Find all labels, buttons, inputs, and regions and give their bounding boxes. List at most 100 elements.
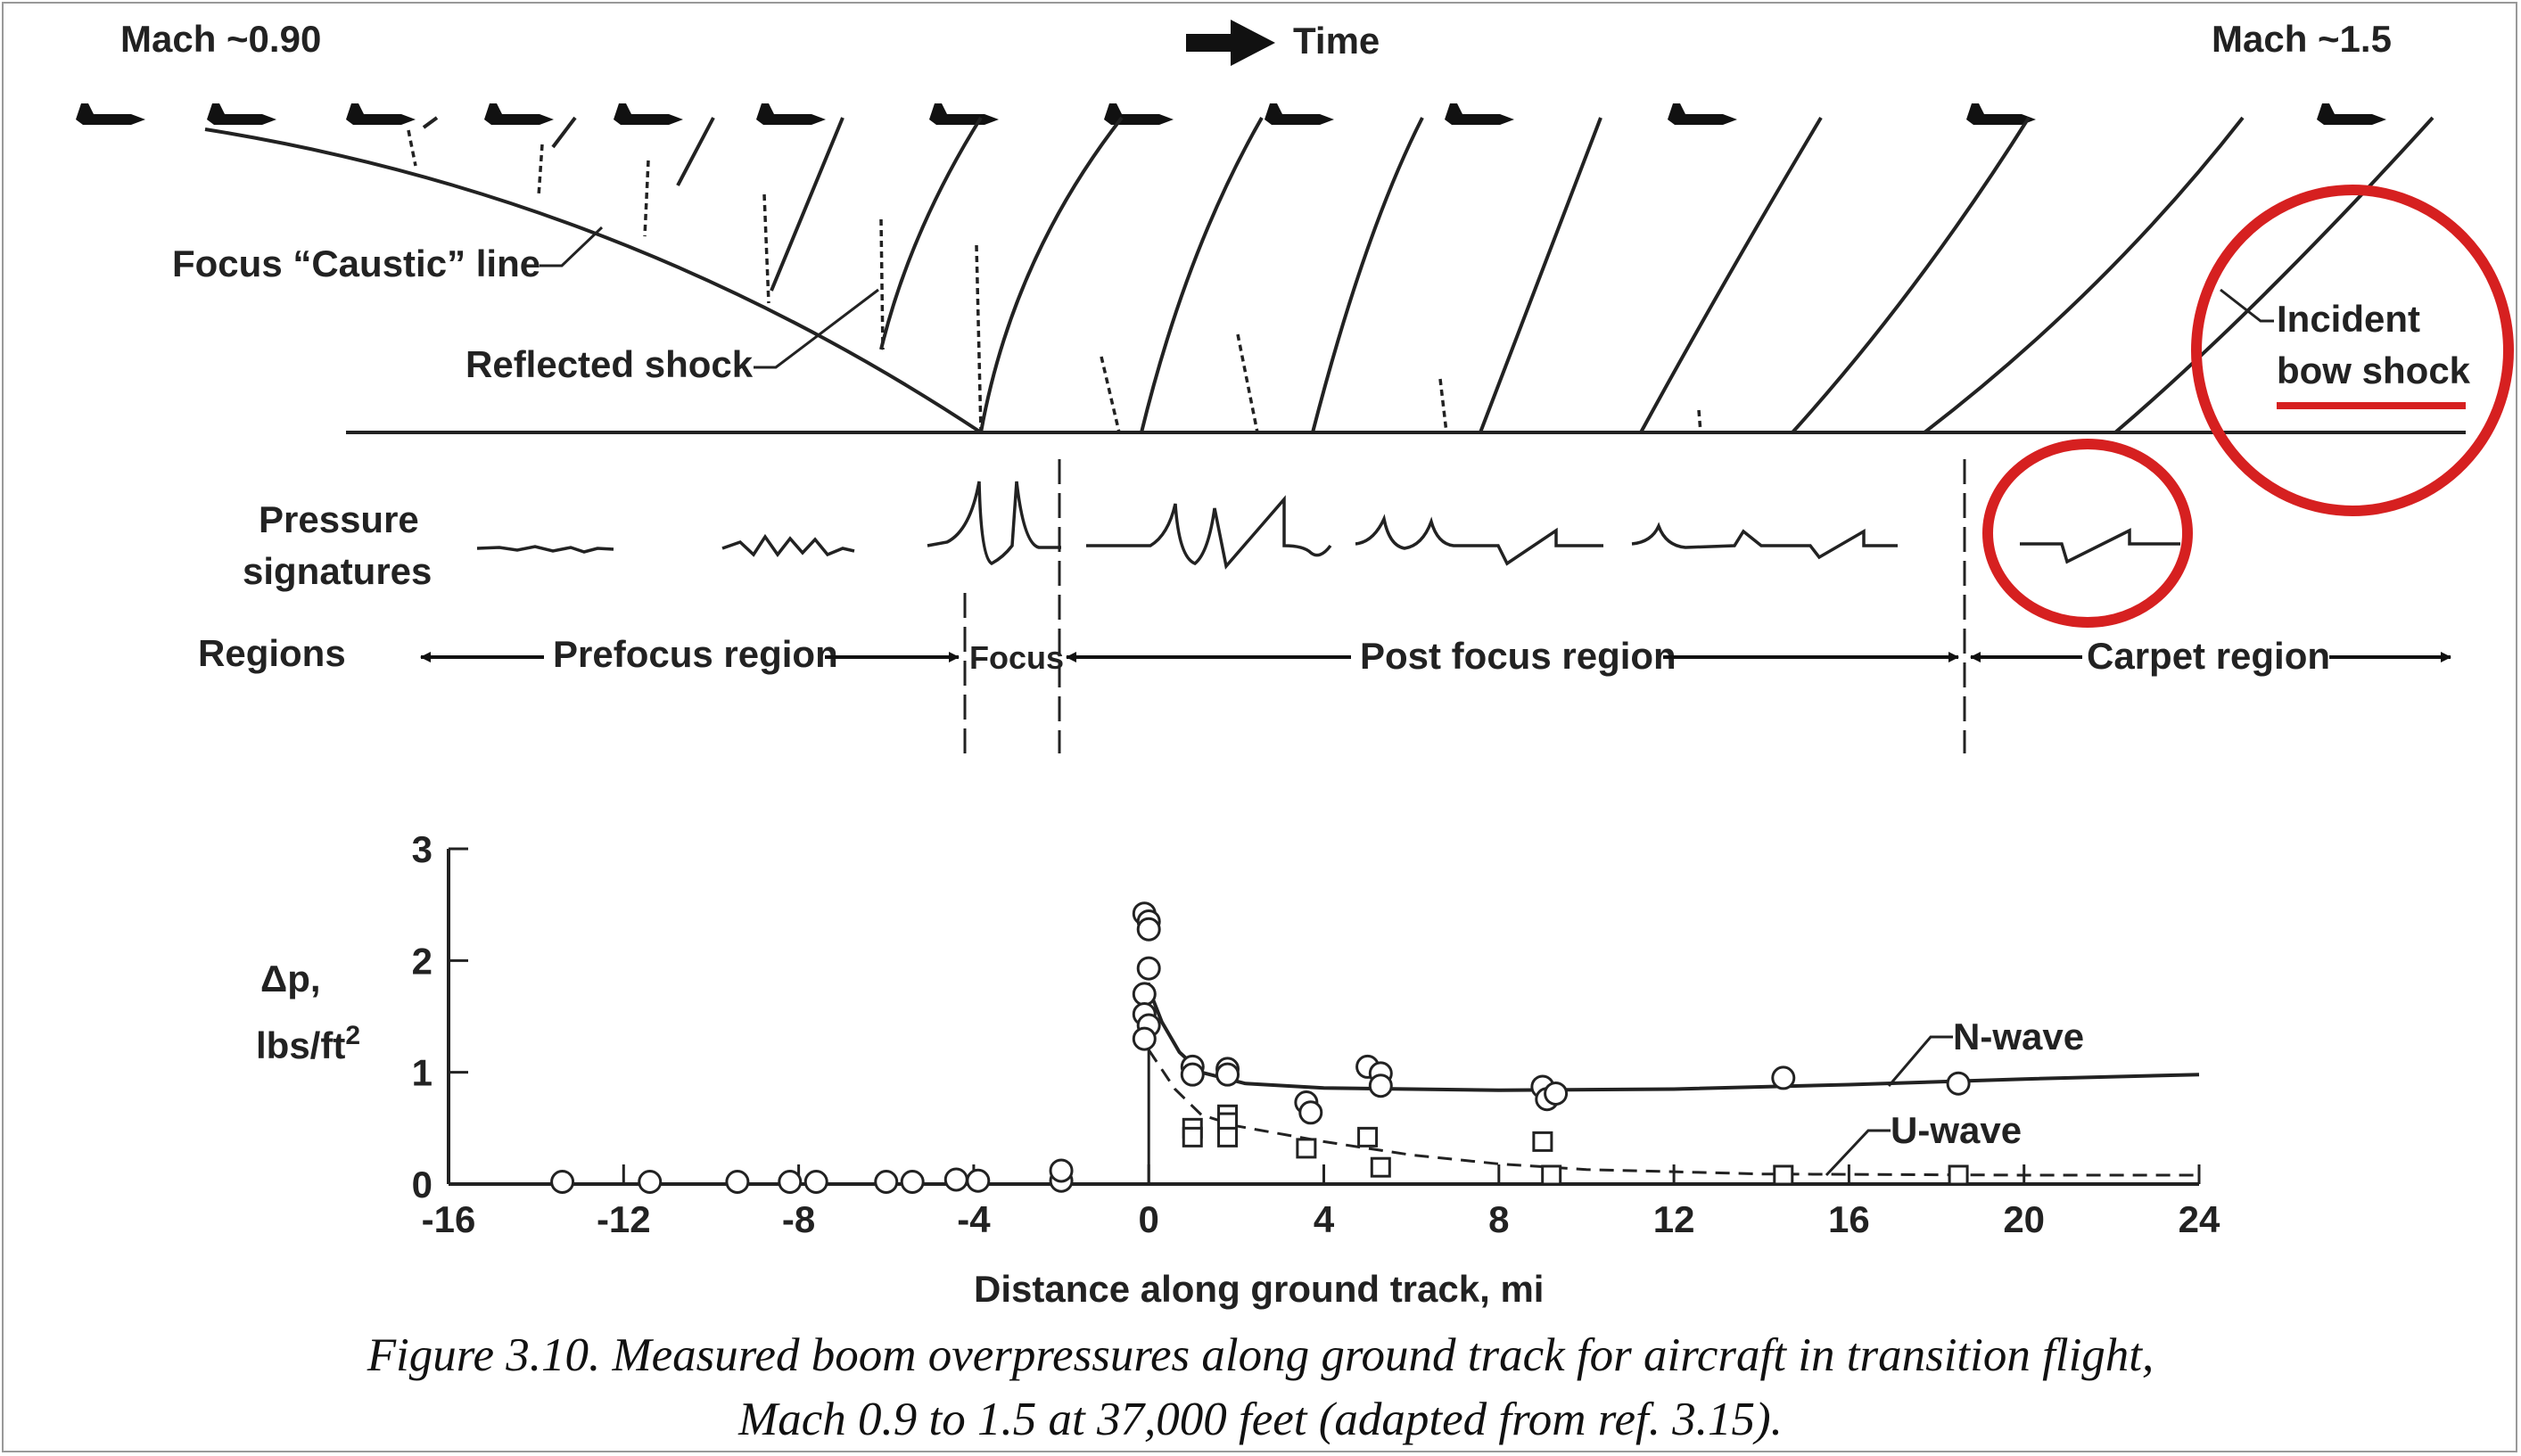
n-wave-point bbox=[1771, 1065, 1796, 1090]
n-wave-point bbox=[1215, 1062, 1240, 1087]
x-tick-label: 4 bbox=[1314, 1198, 1335, 1240]
pressure-signatures bbox=[476, 481, 2180, 570]
n-wave-point bbox=[1132, 1026, 1157, 1051]
y-axis-label-line2: lbs/ft2 bbox=[256, 1021, 360, 1066]
figure-caption-line1: Figure 3.10. Measured boom overpressures… bbox=[367, 1329, 2154, 1381]
u-wave-point bbox=[1217, 1126, 1239, 1148]
reflected-shock-line bbox=[1100, 356, 1121, 433]
x-tick-label: -4 bbox=[957, 1198, 991, 1240]
n-wave-point bbox=[1136, 917, 1161, 942]
reflected-shock-line bbox=[643, 160, 650, 237]
reflected-shock-line bbox=[407, 129, 417, 167]
time-arrow-icon bbox=[1186, 20, 1275, 66]
aircraft-icon bbox=[207, 103, 276, 125]
incident-shock-line bbox=[770, 117, 844, 292]
pressure-label-line2: signatures bbox=[243, 550, 432, 592]
n-wave-point bbox=[1946, 1071, 1971, 1096]
time-label: Time bbox=[1293, 20, 1380, 62]
reflected-shock-line bbox=[537, 144, 544, 197]
signature-1 bbox=[476, 545, 614, 554]
carpet-signature-highlight-circle bbox=[1982, 439, 2193, 628]
n-wave-point bbox=[1049, 1158, 1074, 1183]
reflected-shock-line bbox=[762, 193, 770, 304]
n-wave-fit-curve bbox=[1147, 987, 2200, 1092]
u-wave-point bbox=[1948, 1164, 1969, 1186]
x-axis-label: Distance along ground track, mi bbox=[974, 1268, 1544, 1310]
u-wave-point bbox=[1370, 1156, 1391, 1178]
x-tick-label: 12 bbox=[1653, 1198, 1695, 1240]
overpressure-chart: Δp, lbs/ft2 Distance along ground track,… bbox=[256, 828, 2220, 1310]
n-wave-point bbox=[1180, 1062, 1205, 1087]
incident-shock-line bbox=[1639, 116, 1823, 433]
n-wave-point bbox=[550, 1169, 575, 1194]
reflected-leader bbox=[754, 288, 879, 369]
n-wave-point bbox=[943, 1167, 968, 1192]
u-wave-point bbox=[1773, 1164, 1794, 1186]
n-wave-point bbox=[1136, 956, 1161, 981]
y-tick-label: 0 bbox=[412, 1164, 433, 1205]
reflected-shock-line bbox=[1236, 333, 1259, 433]
u-wave-label: U-wave bbox=[1891, 1109, 2022, 1151]
incident-shock-line bbox=[2113, 116, 2434, 434]
incident-shock-line bbox=[551, 116, 577, 149]
signature-5 bbox=[1355, 514, 1603, 566]
incident-shock-line bbox=[879, 116, 983, 350]
aircraft-icon bbox=[1445, 103, 1514, 125]
incident-shock-line bbox=[422, 116, 439, 129]
incident-shock-line bbox=[1791, 116, 2031, 434]
n-wave-point bbox=[1368, 1073, 1393, 1098]
x-tick-label: 16 bbox=[1828, 1198, 1870, 1240]
aircraft-icon bbox=[484, 103, 554, 125]
u-wave-point bbox=[1541, 1164, 1562, 1186]
n-wave-point bbox=[874, 1169, 899, 1194]
incident-leader bbox=[2220, 288, 2274, 323]
incident-label-line2: bow shock bbox=[2277, 350, 2471, 391]
reflected-shock-label: Reflected shock bbox=[465, 343, 754, 385]
y-tick-label: 2 bbox=[412, 940, 433, 982]
signature-6 bbox=[1631, 522, 1898, 560]
u-wave-leader bbox=[1825, 1129, 1891, 1177]
aircraft-icon bbox=[1265, 103, 1334, 125]
n-wave-point bbox=[900, 1169, 925, 1194]
figure-caption-line2: Mach 0.9 to 1.5 at 37,000 feet (adapted … bbox=[738, 1394, 1783, 1445]
incident-shock-line bbox=[1479, 117, 1602, 433]
n-wave-point bbox=[1132, 982, 1157, 1007]
n-wave-point bbox=[1298, 1100, 1323, 1125]
region-dividers bbox=[963, 459, 1966, 753]
mach-right-label: Mach ~1.5 bbox=[2212, 18, 2392, 60]
aircraft-icon bbox=[614, 103, 683, 125]
n-wave-point bbox=[1544, 1081, 1569, 1106]
aircraft-icon bbox=[346, 103, 416, 125]
aircraft-row bbox=[76, 103, 2386, 125]
shock-lines bbox=[407, 116, 2434, 434]
bow-shock-highlight-circle bbox=[2191, 185, 2514, 516]
x-tick-label: -12 bbox=[597, 1198, 651, 1240]
x-tick-label: 20 bbox=[2003, 1198, 2045, 1240]
u-wave-point bbox=[1182, 1126, 1203, 1148]
caustic-label: Focus “Caustic” line bbox=[172, 243, 540, 284]
caustic-leader bbox=[540, 226, 604, 267]
x-tick-label: 24 bbox=[2179, 1198, 2220, 1240]
u-wave-fit-curve bbox=[1147, 1049, 2199, 1177]
aircraft-icon bbox=[1104, 103, 1174, 125]
signature-3 bbox=[927, 481, 1061, 566]
n-wave-point bbox=[638, 1169, 663, 1194]
n-wave-point bbox=[966, 1168, 991, 1193]
n-wave-label: N-wave bbox=[1953, 1016, 2084, 1057]
highlight-annotations bbox=[1982, 185, 2514, 628]
aircraft-icon bbox=[76, 103, 145, 125]
signature-7 bbox=[2020, 528, 2180, 564]
incident-shock-line bbox=[1923, 116, 2245, 434]
x-tick-label: 0 bbox=[1139, 1198, 1159, 1240]
reflected-shock-line bbox=[1697, 409, 1702, 433]
n-wave-point bbox=[803, 1169, 828, 1194]
region-carpet-label: Carpet region bbox=[2087, 635, 2330, 677]
aircraft-icon bbox=[929, 103, 999, 125]
aircraft-icon bbox=[2317, 103, 2386, 125]
x-tick-label: -16 bbox=[422, 1198, 476, 1240]
caustic-line bbox=[204, 128, 983, 434]
region-postfocus-label: Post focus region bbox=[1360, 635, 1677, 677]
y-tick-label: 3 bbox=[412, 828, 433, 870]
n-wave-point bbox=[778, 1169, 803, 1194]
